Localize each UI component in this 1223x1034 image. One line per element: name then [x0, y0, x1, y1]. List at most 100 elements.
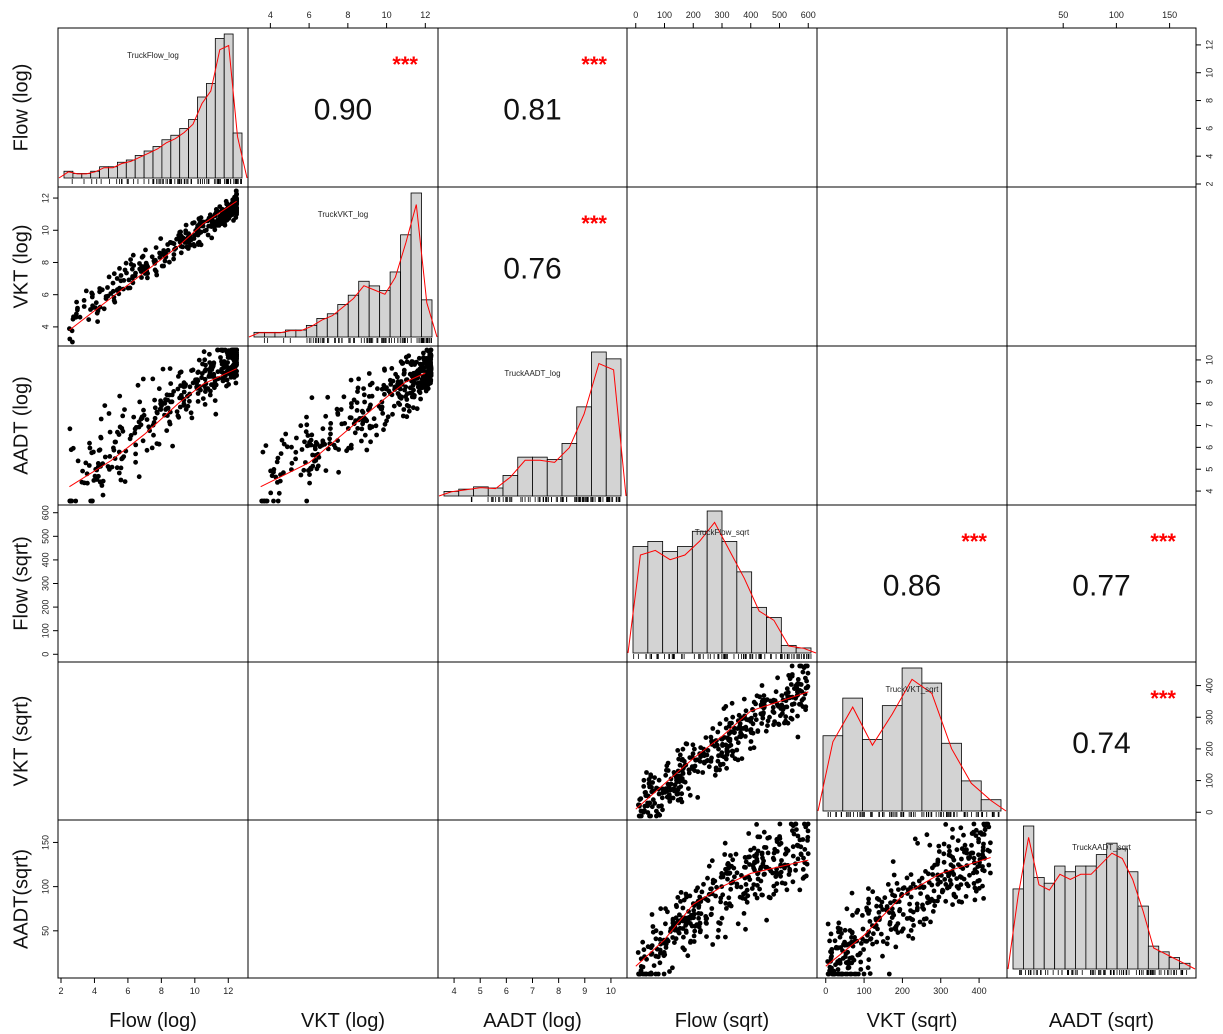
scatter-point: [973, 898, 978, 903]
scatter-point: [362, 400, 367, 405]
scatter-point: [80, 469, 85, 474]
scatter-point: [80, 480, 85, 485]
scatter-point: [742, 911, 747, 916]
scatter-point: [154, 273, 159, 278]
scatter-point: [209, 364, 214, 369]
scatter-point: [115, 276, 120, 281]
scatter-point: [956, 838, 961, 843]
scatter-point: [207, 352, 212, 357]
scatter-point: [205, 386, 210, 391]
scatter-point: [921, 885, 926, 890]
scatter-point: [660, 795, 665, 800]
scatter-point: [839, 931, 844, 936]
scatter-point: [306, 433, 311, 438]
scatter-point: [985, 822, 990, 827]
tick-label: 10: [1204, 68, 1214, 78]
hist-bar-flow_sqrt: [648, 541, 663, 653]
scatter-point: [168, 366, 173, 371]
scatter-point: [747, 877, 752, 882]
scatter-point: [74, 300, 79, 305]
scatter-point: [909, 872, 914, 877]
hist-bar-flow_log: [153, 147, 162, 179]
significance-stars: ***: [1150, 529, 1176, 554]
scatter-point: [980, 864, 985, 869]
scatter-point: [676, 777, 681, 782]
scatter-point: [123, 479, 128, 484]
scatter-point: [826, 922, 831, 927]
scatter-point: [355, 389, 360, 394]
scatter-point: [804, 686, 809, 691]
tick-label: 10: [382, 10, 392, 20]
scatter-point: [722, 754, 727, 759]
scatter-point: [836, 921, 841, 926]
scatter-point: [783, 714, 788, 719]
scatter-point: [970, 851, 975, 856]
scatter-point: [647, 972, 652, 977]
hist-bar-aadt_sqrt: [1023, 826, 1033, 969]
scatter-point: [729, 721, 734, 726]
scatter-point: [213, 412, 218, 417]
scatter-point: [830, 972, 835, 977]
scatter-point: [189, 368, 194, 373]
scatter-point: [880, 900, 885, 905]
scatter-point: [304, 499, 309, 504]
scatter-point: [743, 865, 748, 870]
scatter-point: [955, 847, 960, 852]
hist-bar-vkt_log: [380, 291, 390, 337]
scatter-point: [309, 443, 314, 448]
scatter-point: [794, 827, 799, 832]
scatter-point: [843, 954, 848, 959]
scatter-point: [988, 840, 993, 845]
scatter-point: [676, 786, 681, 791]
scatter-point: [652, 775, 657, 780]
scatter-point: [298, 423, 303, 428]
scatter-point: [958, 825, 963, 830]
scatter-point: [803, 707, 808, 712]
scatter-point: [82, 298, 87, 303]
scatter-point: [112, 448, 117, 453]
scatter-point: [891, 859, 896, 864]
tick-label: 12: [420, 10, 430, 20]
scatter-point: [866, 886, 871, 891]
scatter-point: [929, 883, 934, 888]
scatter-point: [196, 399, 201, 404]
tick-label: 400: [972, 986, 987, 996]
scatter-point: [95, 311, 100, 316]
scatter-point: [724, 717, 729, 722]
scatter-point: [691, 751, 696, 756]
scatter-point: [889, 888, 894, 893]
scatter-point: [300, 447, 305, 452]
significance-stars: ***: [961, 529, 987, 554]
scatter-point: [427, 368, 432, 373]
scatter-point: [759, 893, 764, 898]
scatter-point: [202, 229, 207, 234]
hist-bar-vkt_log: [411, 193, 421, 337]
scatter-point: [787, 867, 792, 872]
hist-bar-aadt_sqrt: [1086, 866, 1096, 969]
scatter-point: [328, 421, 333, 426]
scatter-point: [290, 461, 295, 466]
tick-label: 50: [1058, 10, 1068, 20]
scatter-point: [67, 337, 72, 342]
tick-label: 8: [556, 986, 561, 996]
scatter-point: [322, 442, 327, 447]
scatter-point: [218, 355, 223, 360]
scatter-point: [640, 940, 645, 945]
scatter-point: [731, 866, 736, 871]
scatter-point: [728, 853, 733, 858]
scatter-point: [716, 928, 721, 933]
scatter-point: [133, 460, 138, 465]
scatter-point: [221, 379, 226, 384]
scatter-point: [659, 931, 664, 936]
scatter-point: [150, 377, 155, 382]
scatter-point: [845, 906, 850, 911]
scatter-point: [71, 316, 76, 321]
row-label: VKT (sqrt): [10, 696, 32, 787]
hist-bar-flow_sqrt: [678, 547, 693, 654]
scatter-point: [392, 404, 397, 409]
scatter-point: [131, 253, 136, 258]
scatter-point: [658, 960, 663, 965]
scatter-point: [673, 782, 678, 787]
scatter-point: [215, 220, 220, 225]
hist-bar-aadt_sqrt: [1065, 872, 1075, 969]
